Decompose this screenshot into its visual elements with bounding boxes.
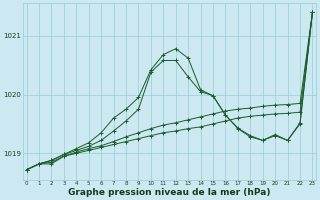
X-axis label: Graphe pression niveau de la mer (hPa): Graphe pression niveau de la mer (hPa) (68, 188, 271, 197)
